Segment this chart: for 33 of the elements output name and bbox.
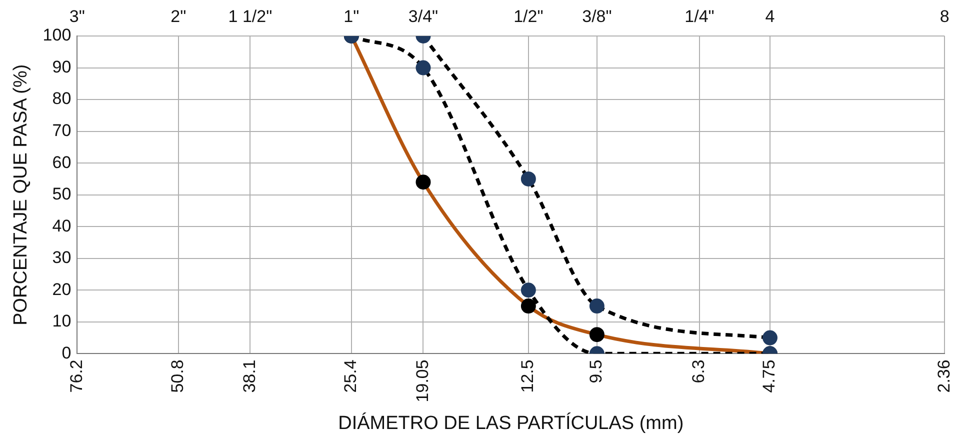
text: 3/8": [582, 7, 612, 26]
x-tick-label: 50.8: [168, 360, 188, 393]
text: 3": [69, 7, 85, 26]
text: 1": [344, 7, 360, 26]
y-tick-label: 20: [52, 280, 72, 299]
text: 3/4": [408, 7, 438, 26]
text: 4: [765, 7, 775, 26]
y-tick-label: 60: [52, 152, 72, 172]
text: 8: [940, 7, 950, 26]
text: 1/4": [684, 7, 714, 26]
x-tick-label: 9.5: [586, 360, 606, 384]
y-tick-label: 90: [52, 57, 72, 76]
x-tick-label: 4.75: [760, 360, 779, 393]
y-axis-title: PORCENTAJE QUE PASA (%): [10, 64, 32, 326]
y-tick-label: 50: [52, 184, 72, 204]
y-tick-label: 70: [52, 120, 72, 140]
x-tick-label: 76.2: [66, 360, 86, 393]
y-tick-label: 10: [52, 312, 72, 331]
x-tick-label: 6.3: [689, 360, 708, 384]
text: 1 1/2": [228, 7, 272, 26]
y-tick-label: 100: [42, 26, 72, 45]
x-tick-label: 2.36: [934, 360, 954, 393]
y-tick-label: 40: [52, 216, 72, 236]
x-axis-title: DIÁMETRO DE LAS PARTÍCULAS (mm): [338, 412, 684, 434]
x-tick-label: 38.1: [240, 360, 259, 393]
text: 1/2": [514, 7, 544, 26]
x-tick-label: 19.05: [412, 360, 432, 402]
x-tick-label: 12.5: [518, 360, 538, 393]
y-tick-label: 30: [52, 248, 72, 268]
y-tick-label: 0: [62, 343, 72, 362]
x-tick-label: 25.4: [341, 360, 360, 393]
text: 2": [170, 7, 186, 26]
y-tick-label: 80: [52, 89, 72, 108]
